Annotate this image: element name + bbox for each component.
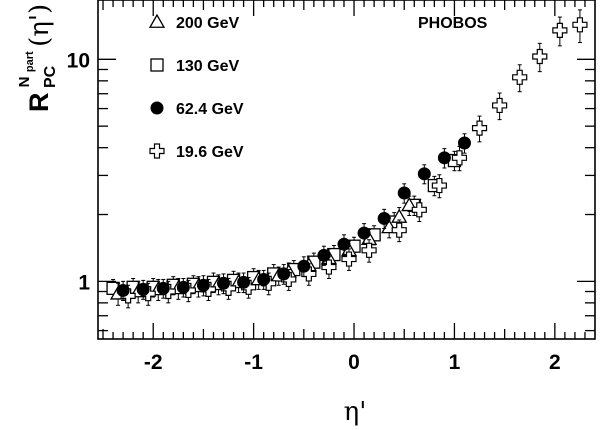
data-point xyxy=(257,272,271,286)
x-tick-label: 1 xyxy=(449,351,461,374)
data-point xyxy=(337,237,351,251)
data-point xyxy=(321,259,337,275)
legend-label: 62.4 GeV xyxy=(176,101,244,118)
data-point xyxy=(552,22,568,38)
legend: 200 GeV 130 GeV 62.4 GeV 19.6 GeV xyxy=(148,13,244,161)
data-point xyxy=(277,267,291,281)
data-point xyxy=(196,278,210,292)
legend-marker xyxy=(150,58,164,72)
data-point xyxy=(377,211,391,225)
y-axis-title-main: R xyxy=(24,93,54,113)
legend-label: 19.6 GeV xyxy=(176,144,244,161)
data-point xyxy=(136,282,150,296)
data-point xyxy=(237,275,251,289)
data-point xyxy=(492,97,508,114)
y-axis-title: R PC N part (η') xyxy=(16,4,59,112)
y-axis-title-argument: (η') xyxy=(25,4,55,47)
data-point xyxy=(317,248,331,262)
data-point xyxy=(532,48,548,65)
y-axis-title-superscript-sub: part xyxy=(24,51,36,72)
experiment-label: PHOBOS xyxy=(418,15,488,32)
x-tick-label: -2 xyxy=(144,351,163,374)
x-tick-label: 2 xyxy=(549,351,561,374)
data-point xyxy=(397,186,411,200)
data-point xyxy=(217,276,231,290)
data-point xyxy=(116,283,130,297)
data-point xyxy=(471,120,488,136)
data-point xyxy=(341,251,357,267)
series-circle-filled xyxy=(116,133,471,301)
data-point xyxy=(361,242,377,258)
data-point xyxy=(156,281,170,295)
data-points xyxy=(106,9,588,309)
legend-marker xyxy=(148,13,166,28)
data-point xyxy=(391,222,407,238)
tick-labels: -2 -1 0 1 2 1 10 xyxy=(67,49,561,374)
legend-marker xyxy=(149,143,165,159)
legend-label: 200 GeV xyxy=(176,15,239,32)
data-point xyxy=(457,136,471,150)
data-point xyxy=(572,17,588,33)
y-tick-label: 1 xyxy=(78,271,90,294)
y-axis-title-superscript: N xyxy=(16,77,33,88)
legend-label: 130 GeV xyxy=(176,58,239,75)
data-point xyxy=(431,177,447,194)
axis-ticks xyxy=(98,0,595,339)
y-tick-label: 10 xyxy=(67,49,90,72)
data-point xyxy=(176,280,190,294)
legend-marker xyxy=(150,101,164,115)
data-point xyxy=(357,226,371,240)
svg-text:R PC N part: R PC N part (η') xyxy=(16,4,59,112)
y-axis-title-subscript: PC xyxy=(42,65,59,88)
data-point xyxy=(512,69,528,85)
data-point xyxy=(437,151,451,165)
x-tick-label: -1 xyxy=(244,351,263,374)
data-point xyxy=(297,259,311,273)
data-point xyxy=(417,167,431,181)
data-point xyxy=(451,150,468,166)
x-axis-title: η' xyxy=(344,397,367,427)
data-point xyxy=(411,202,427,218)
x-tick-label: 0 xyxy=(348,351,360,374)
plot-frame xyxy=(97,0,596,340)
